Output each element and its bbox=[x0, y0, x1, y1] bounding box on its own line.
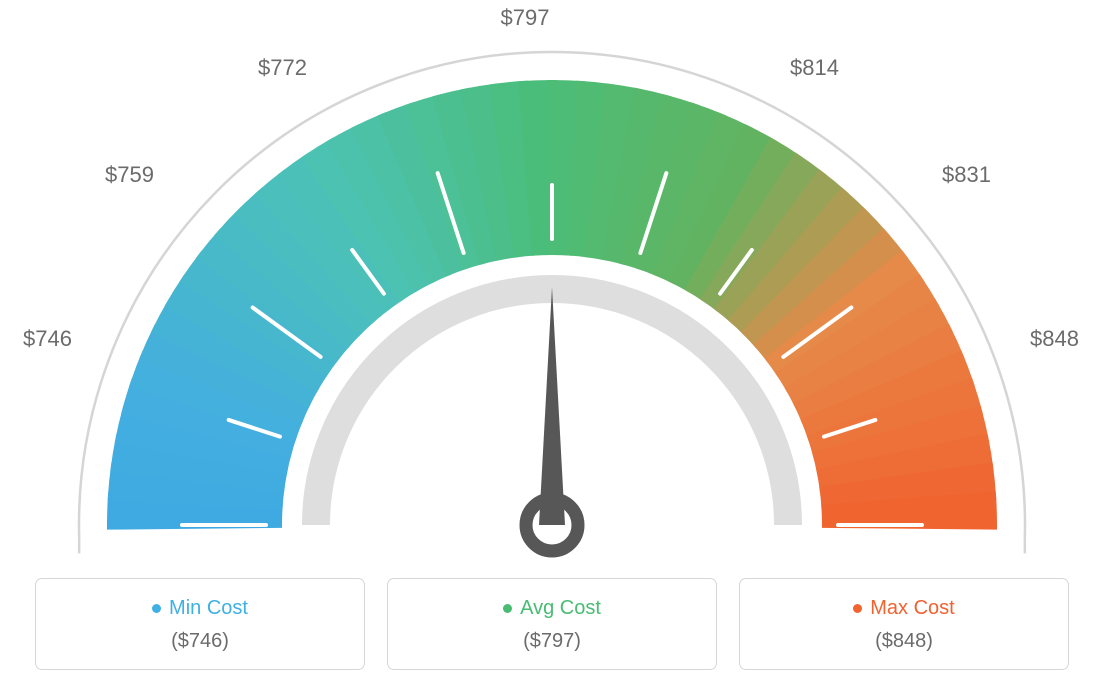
gauge-tick-label: $759 bbox=[105, 162, 154, 188]
dot-icon bbox=[853, 604, 862, 613]
gauge-tick-label: $831 bbox=[942, 162, 991, 188]
legend-card-avg: Avg Cost ($797) bbox=[387, 578, 717, 670]
legend-card-max: Max Cost ($848) bbox=[739, 578, 1069, 670]
legend-value-avg: ($797) bbox=[398, 630, 706, 653]
legend-title-avg: Avg Cost bbox=[503, 597, 601, 620]
dot-icon bbox=[152, 604, 161, 613]
gauge-tick-label: $797 bbox=[501, 5, 550, 31]
gauge-tick-label: $746 bbox=[23, 326, 72, 352]
gauge-chart: $746 $759 $772 $797 $814 $831 $848 bbox=[0, 0, 1104, 560]
gauge-needle bbox=[539, 287, 565, 525]
dot-icon bbox=[503, 604, 512, 613]
legend-title-max: Max Cost bbox=[853, 597, 954, 620]
legend-title-avg-text: Avg Cost bbox=[520, 597, 601, 620]
legend-title-min-text: Min Cost bbox=[169, 597, 248, 620]
legend-row: Min Cost ($746) Avg Cost ($797) Max Cost… bbox=[35, 578, 1069, 670]
gauge-tick-label: $814 bbox=[790, 55, 839, 81]
legend-value-min: ($746) bbox=[46, 630, 354, 653]
legend-value-max: ($848) bbox=[750, 630, 1058, 653]
legend-card-min: Min Cost ($746) bbox=[35, 578, 365, 670]
gauge-tick-label: $772 bbox=[258, 55, 307, 81]
legend-title-min: Min Cost bbox=[152, 597, 248, 620]
gauge-tick-label: $848 bbox=[1030, 326, 1079, 352]
legend-title-max-text: Max Cost bbox=[870, 597, 954, 620]
gauge-svg bbox=[32, 25, 1072, 585]
